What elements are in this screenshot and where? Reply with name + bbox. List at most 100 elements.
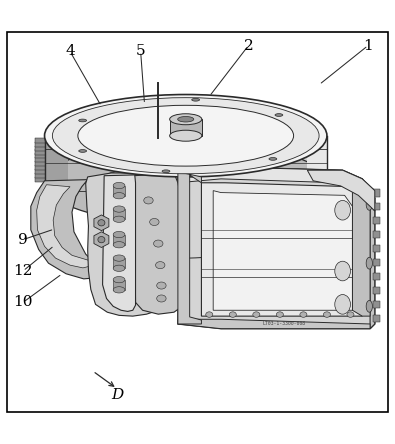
- Polygon shape: [113, 280, 125, 290]
- Ellipse shape: [366, 198, 372, 210]
- Ellipse shape: [169, 130, 202, 141]
- Ellipse shape: [229, 312, 236, 317]
- Ellipse shape: [269, 158, 277, 160]
- Ellipse shape: [113, 255, 125, 261]
- Polygon shape: [94, 232, 109, 247]
- Ellipse shape: [113, 265, 125, 271]
- Polygon shape: [201, 183, 362, 316]
- Ellipse shape: [366, 301, 372, 312]
- Polygon shape: [352, 179, 370, 316]
- Ellipse shape: [113, 242, 125, 248]
- Ellipse shape: [109, 173, 116, 176]
- Ellipse shape: [98, 220, 105, 226]
- Ellipse shape: [245, 171, 251, 174]
- Ellipse shape: [113, 193, 125, 199]
- Bar: [373, 273, 380, 280]
- Polygon shape: [307, 170, 375, 211]
- Polygon shape: [370, 190, 375, 329]
- Ellipse shape: [79, 119, 87, 122]
- Text: 4: 4: [65, 44, 75, 58]
- Ellipse shape: [253, 312, 260, 317]
- Ellipse shape: [157, 282, 166, 289]
- Text: D: D: [111, 388, 123, 401]
- Polygon shape: [113, 186, 125, 196]
- Polygon shape: [94, 215, 109, 230]
- Polygon shape: [134, 173, 189, 314]
- Polygon shape: [113, 209, 125, 219]
- Ellipse shape: [335, 200, 350, 220]
- Bar: [373, 203, 380, 210]
- Ellipse shape: [113, 206, 125, 212]
- Bar: [373, 315, 380, 322]
- Ellipse shape: [366, 258, 372, 269]
- Bar: [35, 173, 45, 178]
- Polygon shape: [31, 180, 103, 279]
- Ellipse shape: [156, 262, 165, 269]
- Polygon shape: [113, 258, 125, 268]
- Ellipse shape: [178, 116, 194, 122]
- Ellipse shape: [113, 231, 125, 238]
- Ellipse shape: [206, 312, 213, 317]
- Ellipse shape: [45, 95, 327, 177]
- Bar: [35, 150, 45, 155]
- Ellipse shape: [335, 261, 350, 281]
- Polygon shape: [37, 185, 92, 268]
- Ellipse shape: [300, 312, 307, 317]
- Ellipse shape: [157, 295, 166, 302]
- Ellipse shape: [113, 277, 125, 283]
- Bar: [35, 169, 45, 174]
- Ellipse shape: [169, 114, 202, 125]
- Bar: [373, 287, 380, 294]
- Text: 2: 2: [244, 39, 253, 52]
- Bar: [35, 153, 45, 159]
- Ellipse shape: [144, 197, 153, 204]
- Polygon shape: [103, 175, 135, 311]
- Bar: [35, 165, 45, 170]
- Bar: [35, 146, 45, 151]
- Bar: [35, 157, 45, 163]
- Bar: [373, 259, 380, 266]
- Bar: [373, 190, 380, 197]
- Bar: [373, 217, 380, 224]
- Ellipse shape: [324, 312, 331, 317]
- Ellipse shape: [335, 294, 350, 314]
- Ellipse shape: [53, 98, 319, 174]
- Bar: [35, 138, 45, 143]
- Ellipse shape: [79, 150, 87, 152]
- Ellipse shape: [150, 218, 159, 226]
- Ellipse shape: [162, 170, 170, 173]
- Polygon shape: [45, 136, 68, 183]
- Text: 10: 10: [13, 295, 33, 309]
- Ellipse shape: [113, 287, 125, 293]
- Bar: [373, 301, 380, 308]
- Ellipse shape: [113, 182, 125, 189]
- Ellipse shape: [78, 105, 293, 166]
- Ellipse shape: [276, 312, 283, 317]
- Ellipse shape: [192, 99, 199, 101]
- Polygon shape: [178, 172, 201, 324]
- Polygon shape: [86, 173, 176, 316]
- Bar: [35, 142, 45, 147]
- Ellipse shape: [347, 312, 354, 317]
- Text: 1: 1: [363, 39, 373, 52]
- Ellipse shape: [113, 216, 125, 222]
- Ellipse shape: [182, 170, 189, 173]
- Text: 12: 12: [13, 264, 33, 278]
- Text: 9: 9: [18, 233, 28, 247]
- Bar: [373, 231, 380, 238]
- Text: LT03-1-3300-008: LT03-1-3300-008: [262, 321, 305, 326]
- Ellipse shape: [45, 142, 327, 224]
- Text: 5: 5: [136, 44, 145, 58]
- Bar: [35, 161, 45, 166]
- Polygon shape: [178, 167, 375, 329]
- Ellipse shape: [154, 240, 163, 247]
- Polygon shape: [113, 234, 125, 245]
- Polygon shape: [178, 167, 375, 198]
- Polygon shape: [178, 319, 370, 329]
- Polygon shape: [213, 190, 352, 310]
- Bar: [35, 177, 45, 182]
- Ellipse shape: [275, 114, 283, 116]
- Polygon shape: [45, 136, 327, 183]
- Polygon shape: [169, 119, 202, 136]
- Bar: [373, 245, 380, 252]
